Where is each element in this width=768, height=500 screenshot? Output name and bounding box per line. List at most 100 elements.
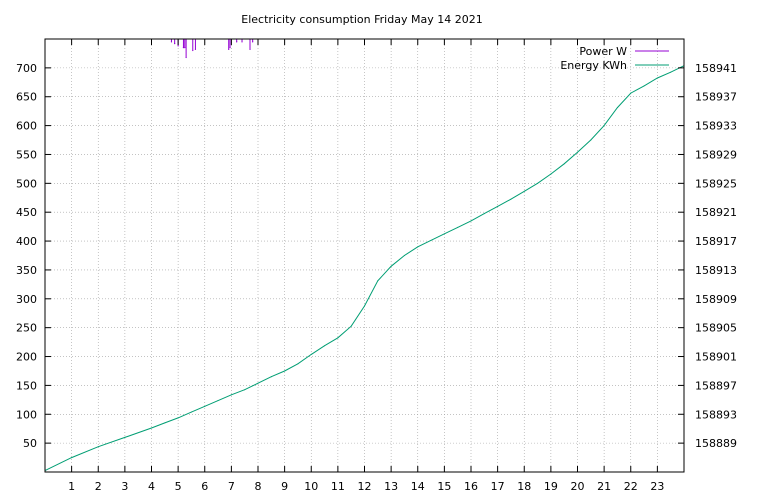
y-right-tick-label: 158901 xyxy=(695,351,737,364)
x-tick-label: 14 xyxy=(411,480,425,493)
legend: Power W Energy KWh xyxy=(560,45,669,72)
x-tick-label: 23 xyxy=(650,480,664,493)
energy-point xyxy=(417,246,419,248)
energy-point xyxy=(390,265,392,267)
energy-point xyxy=(577,151,578,153)
energy-point xyxy=(430,239,432,241)
power-point xyxy=(192,49,194,52)
y-left-tick-label: 500 xyxy=(16,177,37,190)
energy-point xyxy=(590,139,592,141)
x-tick-label: 16 xyxy=(464,480,478,493)
energy-point xyxy=(257,382,259,384)
y-left-tick-label: 350 xyxy=(16,264,37,277)
energy-point xyxy=(470,220,472,222)
y-left-tick-label: 700 xyxy=(16,62,37,75)
x-tick-label: 13 xyxy=(384,480,398,493)
x-tick-label: 3 xyxy=(121,480,128,493)
y-right-tick-label: 158937 xyxy=(695,91,737,104)
energy-point xyxy=(350,325,352,327)
energy-point xyxy=(483,213,485,215)
x-tick-label: 12 xyxy=(358,480,372,493)
energy-point xyxy=(377,280,379,282)
chart-title: Electricity consumption Friday May 14 20… xyxy=(241,13,482,26)
x-tick-label: 1 xyxy=(68,480,75,493)
x-tick-label: 8 xyxy=(255,480,262,493)
x-tick-label: 20 xyxy=(571,480,585,493)
y-left-tick-label: 250 xyxy=(16,322,37,335)
y-right-tick-label: 158917 xyxy=(695,235,737,248)
y-right-tick-label: 158905 xyxy=(695,322,737,335)
power-point xyxy=(228,48,230,50)
legend-label-energy: Energy KWh xyxy=(560,59,627,72)
x-tick-label: 15 xyxy=(437,480,451,493)
energy-point xyxy=(537,182,539,184)
energy-point xyxy=(217,400,219,402)
x-tick-label: 5 xyxy=(175,480,182,493)
energy-point xyxy=(151,427,152,429)
x-tick-label: 9 xyxy=(281,480,288,493)
power-point xyxy=(236,41,238,43)
y-left-tick-label: 550 xyxy=(16,148,37,161)
y-left-tick-label: 450 xyxy=(16,206,37,219)
y-left-tick-label: 50 xyxy=(23,437,37,450)
y-right-tick-label: 158889 xyxy=(695,437,737,450)
x-tick-label: 11 xyxy=(331,480,345,493)
energy-point xyxy=(71,457,73,459)
energy-point xyxy=(457,226,459,228)
x-tick-label: 18 xyxy=(517,480,531,493)
energy-point xyxy=(616,107,618,109)
energy-point xyxy=(97,446,99,448)
grid xyxy=(45,39,684,472)
power-point xyxy=(182,47,185,49)
y-left-tick-label: 650 xyxy=(16,91,37,104)
energy-point xyxy=(364,305,365,307)
power-point xyxy=(184,47,186,49)
power-point xyxy=(249,48,251,50)
x-tick-label: 10 xyxy=(304,480,318,493)
energy-point xyxy=(284,370,286,372)
legend-label-power: Power W xyxy=(579,45,627,58)
x-tick-label: 22 xyxy=(624,480,638,493)
energy-point xyxy=(643,85,645,87)
x-tick-label: 21 xyxy=(597,480,611,493)
power-point xyxy=(252,41,254,43)
y-right-tick-label: 158921 xyxy=(695,206,737,219)
energy-point xyxy=(443,233,445,235)
energy-point xyxy=(297,363,299,365)
x-tick-label: 6 xyxy=(201,480,208,493)
energy-point xyxy=(177,417,179,419)
energy-point xyxy=(670,71,672,73)
y-left-tick-label: 200 xyxy=(16,351,37,364)
y-right-tick-label: 158913 xyxy=(695,264,737,277)
energy-point xyxy=(270,376,272,378)
x-tick-label: 2 xyxy=(95,480,102,493)
power-point xyxy=(174,43,176,45)
y-left-tick-label: 150 xyxy=(16,379,37,392)
power-point xyxy=(229,47,231,49)
energy-point xyxy=(603,125,605,127)
y-right-tick-label: 158929 xyxy=(695,148,737,161)
power-point xyxy=(185,56,187,59)
x-tick-label: 19 xyxy=(544,480,558,493)
y-left-tick-label: 400 xyxy=(16,235,37,248)
energy-point xyxy=(563,163,565,165)
energy-point xyxy=(337,337,339,339)
energy-point xyxy=(204,405,206,407)
y-right-tick-label: 158925 xyxy=(695,177,737,190)
energy-point xyxy=(230,394,232,396)
power-point xyxy=(170,41,173,43)
energy-point xyxy=(630,92,632,94)
energy-point xyxy=(550,173,552,175)
y-left-tick-label: 600 xyxy=(16,120,37,133)
x-tick-label: 17 xyxy=(491,480,505,493)
ticks-layer: 1 2 3 4 5 6 7 8 9 10 11 12 13 14 15 16 17 18 19 20 21 22 23501… xyxy=(16,39,737,493)
power-point xyxy=(241,41,243,43)
x-tick-label: 7 xyxy=(228,480,235,493)
energy-point xyxy=(656,77,658,79)
y-right-tick-label: 158897 xyxy=(695,379,737,392)
energy-point xyxy=(124,436,126,438)
power-point xyxy=(194,48,197,50)
y-left-tick-label: 300 xyxy=(16,293,37,306)
y-right-tick-label: 158941 xyxy=(695,62,737,75)
